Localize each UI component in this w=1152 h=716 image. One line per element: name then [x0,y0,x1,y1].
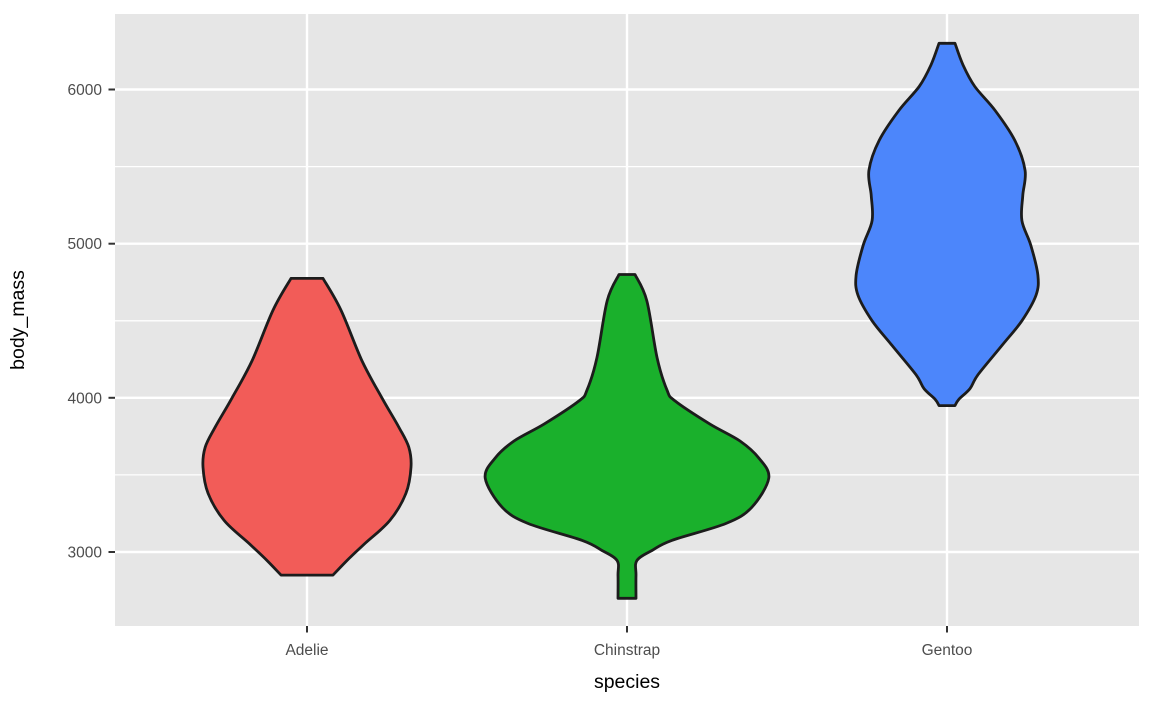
y-tick-label: 3000 [68,545,103,562]
violin-gentoo [854,41,1040,407]
violin-chinstrap [483,273,771,600]
y-axis-tick-labels: 3000 4000 5000 6000 [68,82,103,562]
y-axis-title: body_mass [7,270,29,370]
violin-series [201,41,1040,600]
x-axis-title: species [594,671,660,693]
y-tick-label: 6000 [68,82,103,99]
y-tick-label: 4000 [68,390,103,407]
violin-adelie [201,277,413,577]
axis-tick-marks [108,88,948,633]
x-tick-label: Adelie [285,642,328,659]
x-axis-tick-labels: Adelie Chinstrap Gentoo [285,642,972,659]
y-tick-label: 5000 [68,236,103,253]
x-tick-label: Chinstrap [594,642,660,659]
x-tick-label: Gentoo [922,642,973,659]
